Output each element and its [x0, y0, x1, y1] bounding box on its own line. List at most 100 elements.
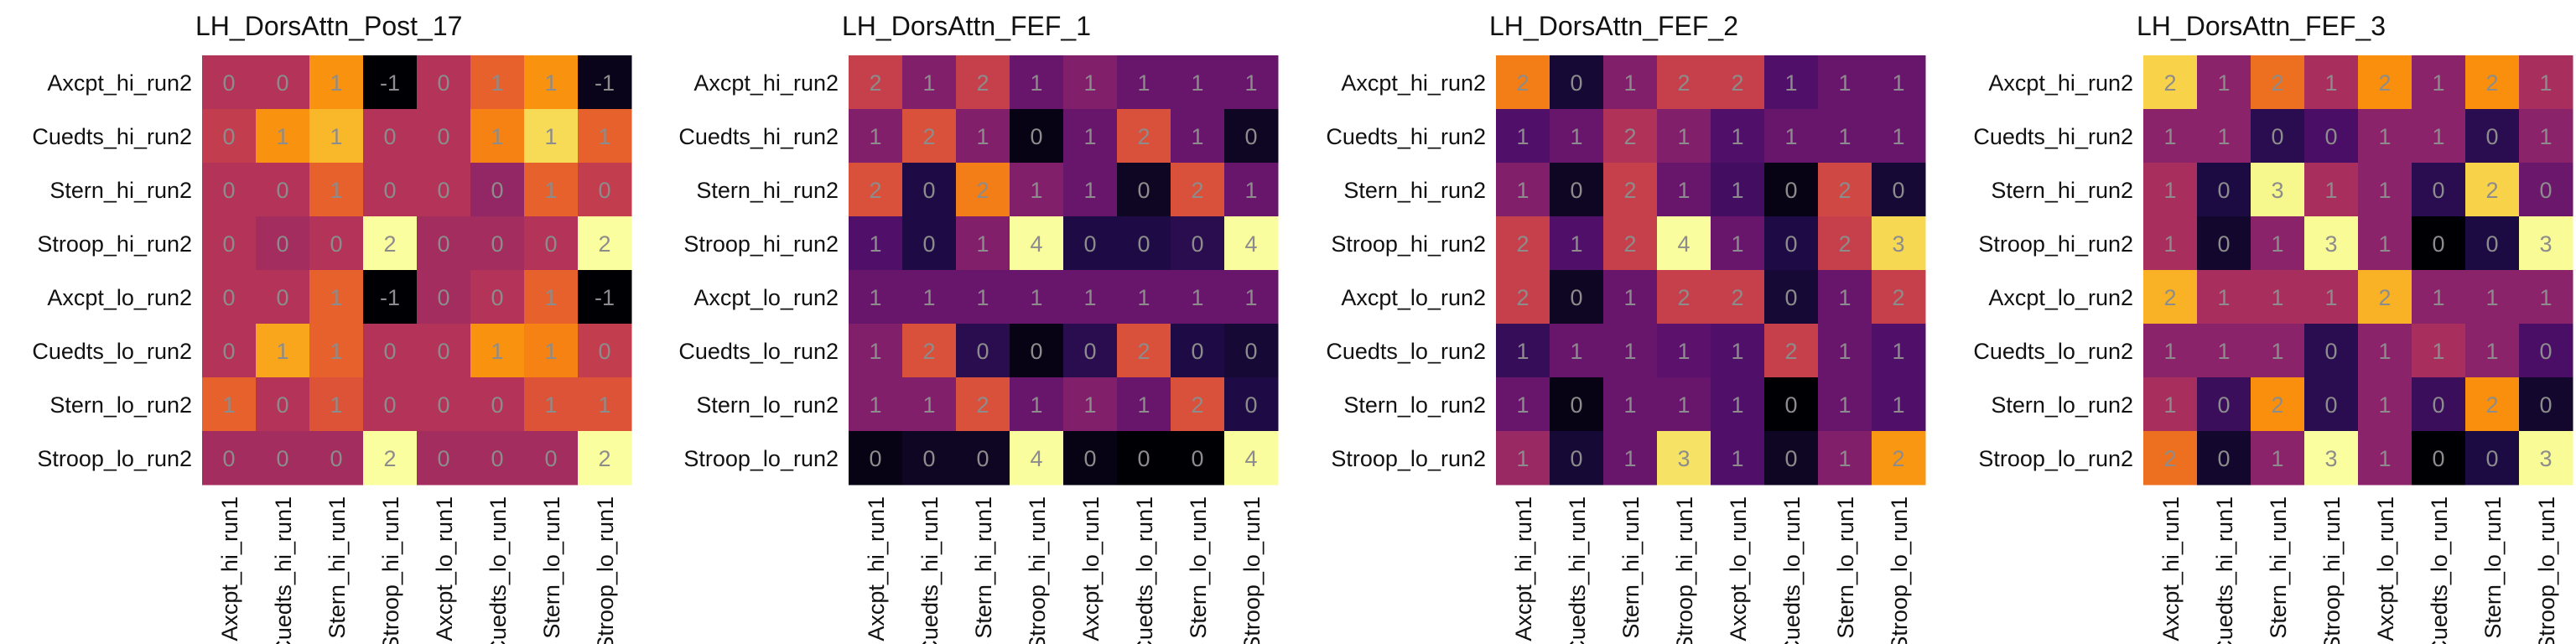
cell-value-label: 2 — [976, 392, 989, 418]
cell-value-label: 2 — [2485, 178, 2498, 203]
cell-value-label: 0 — [2217, 231, 2230, 257]
heatmap-cell — [524, 431, 579, 486]
heatmap-cell — [256, 377, 310, 432]
column-tick-label: Stroop_lo_run1 — [2534, 496, 2559, 644]
cell-value-label: 2 — [598, 446, 610, 471]
column-tick-label: Stern_lo_run1 — [1833, 496, 1858, 639]
column-tick-label: Cuedts_lo_run1 — [1779, 496, 1805, 644]
heatmap-cell — [1657, 216, 1711, 271]
heatmap-cell — [1063, 377, 1118, 432]
row-tick-label: Cuedts_hi_run2 — [1326, 124, 1486, 149]
cell-value-label: 1 — [1784, 70, 1797, 96]
cell-value-label: 0 — [222, 231, 235, 257]
heatmap-cell — [1550, 431, 1604, 486]
cell-value-label: 1 — [330, 178, 342, 203]
cell-value-label: 1 — [2271, 446, 2283, 471]
cell-value-label: 0 — [383, 392, 396, 418]
cell-value-label: 1 — [869, 392, 881, 418]
heatmap-cell — [902, 216, 957, 271]
heatmap-cell — [1496, 324, 1550, 378]
heatmap-panel-2: LH_DorsAttn_FEF_1 2 1 2 1 1 1 1 1 1 2 1 0 1 2 1 0 2 0 2 1 1 0 2… — [678, 11, 1279, 644]
column-tick-label: Stern_hi_run1 — [971, 496, 996, 639]
heatmap-cell — [1764, 55, 1819, 110]
cell-value-label: 0 — [2432, 392, 2444, 418]
cell-value-label: 1 — [2324, 178, 2337, 203]
cell-value-label: 2 — [2378, 70, 2391, 96]
heatmap-cell — [309, 55, 364, 110]
heatmap-cell — [2465, 55, 2520, 110]
column-tick-label: Axcpt_hi_run1 — [1511, 496, 1536, 641]
heatmap-cell — [1657, 377, 1711, 432]
cell-value-label: 1 — [1731, 339, 1743, 364]
row-tick-label: Axcpt_hi_run2 — [1988, 70, 2133, 96]
cell-value-label: 0 — [222, 124, 235, 149]
heatmap-cell — [363, 55, 418, 110]
heatmap-cell — [524, 270, 579, 325]
cell-value-label: 0 — [922, 231, 935, 257]
row-tick-label: Axcpt_lo_run2 — [693, 285, 839, 310]
heatmap-cell — [2412, 324, 2466, 378]
cell-value-label: 0 — [1784, 285, 1797, 310]
cell-value-label: 1 — [1892, 392, 1904, 418]
cell-value-label: 1 — [1838, 285, 1851, 310]
cell-value-label: 2 — [2163, 70, 2176, 96]
heatmap-cell — [1657, 431, 1711, 486]
cell-value-label: -1 — [595, 285, 615, 310]
heatmap-cell — [2197, 431, 2251, 486]
cell-value-label: 3 — [2324, 231, 2337, 257]
heatmap-cell — [309, 216, 364, 271]
cell-value-label: 1 — [1731, 231, 1743, 257]
heatmap-cell — [1063, 270, 1118, 325]
column-tick-label: Cuedts_hi_run1 — [2212, 496, 2237, 644]
cell-value-label: 2 — [1516, 285, 1529, 310]
heatmap-cell — [578, 55, 632, 110]
row-tick-label: Axcpt_hi_run2 — [1341, 70, 1486, 96]
cell-value-label: 3 — [1892, 231, 1904, 257]
heatmap-cell — [417, 377, 471, 432]
column-tick-label: Axcpt_hi_run1 — [864, 496, 889, 641]
cell-value-label: 0 — [1570, 285, 1582, 310]
heatmap-cell — [2143, 324, 2198, 378]
heatmap-cell — [849, 377, 903, 432]
cell-value-label: 0 — [491, 231, 503, 257]
cell-value-label: 0 — [1137, 446, 1150, 471]
cell-value-label: -1 — [595, 70, 615, 96]
heatmap-cell — [1010, 163, 1064, 217]
cell-value-label: 1 — [1244, 178, 1257, 203]
cell-value-label: 1 — [869, 124, 881, 149]
cell-value-label: 4 — [1677, 231, 1690, 257]
cell-value-label: 1 — [1570, 231, 1582, 257]
heatmap-cell — [1224, 109, 1279, 164]
row-tick-label: Stroop_lo_run2 — [37, 446, 192, 471]
heatmap-cell — [1872, 431, 1926, 486]
cell-value-label: 2 — [869, 70, 881, 96]
cell-value-label: 0 — [1244, 124, 1257, 149]
heatmap-cell — [1764, 377, 1819, 432]
cell-value-label: 0 — [2271, 124, 2283, 149]
heatmap-cell — [1496, 55, 1550, 110]
heatmap-cell — [470, 55, 525, 110]
heatmap-cell — [2251, 163, 2305, 217]
cell-value-label: 1 — [1244, 70, 1257, 96]
heatmap-cell — [1496, 163, 1550, 217]
cell-value-label: 0 — [383, 339, 396, 364]
heatmap-cell — [956, 163, 1010, 217]
cell-value-label: 1 — [2271, 339, 2283, 364]
cell-value-label: 1 — [2324, 70, 2337, 96]
column-tick-label: Stroop_hi_run1 — [1025, 496, 1050, 644]
heatmap-cell — [849, 270, 903, 325]
cell-value-label: 1 — [2163, 339, 2176, 364]
column-tick-label: Cuedts_lo_run1 — [486, 496, 511, 644]
cell-value-label: 0 — [1083, 446, 1096, 471]
cell-value-label: 1 — [1516, 392, 1529, 418]
cell-value-label: 0 — [1892, 178, 1904, 203]
heatmap-cell — [256, 55, 310, 110]
cell-value-label: 0 — [2432, 231, 2444, 257]
column-tick-label: Cuedts_lo_run1 — [2427, 496, 2452, 644]
cell-value-label: 0 — [1030, 124, 1042, 149]
heatmap-cell — [1872, 109, 1926, 164]
cell-value-label: 0 — [598, 339, 610, 364]
heatmap-cell — [1117, 324, 1171, 378]
heatmap-cell — [202, 377, 257, 432]
heatmap-cell — [2197, 216, 2251, 271]
